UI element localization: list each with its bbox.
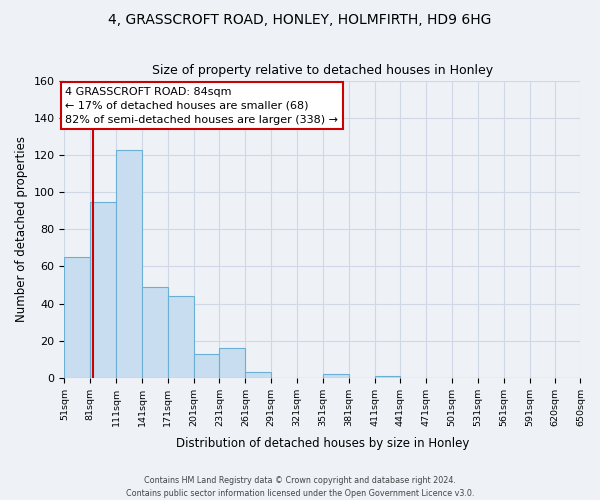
Bar bbox=[168, 296, 194, 378]
Text: Contains HM Land Registry data © Crown copyright and database right 2024.
Contai: Contains HM Land Registry data © Crown c… bbox=[126, 476, 474, 498]
Bar bbox=[323, 374, 349, 378]
X-axis label: Distribution of detached houses by size in Honley: Distribution of detached houses by size … bbox=[176, 437, 469, 450]
Text: 4 GRASSCROFT ROAD: 84sqm
← 17% of detached houses are smaller (68)
82% of semi-d: 4 GRASSCROFT ROAD: 84sqm ← 17% of detach… bbox=[65, 86, 338, 124]
Bar bbox=[245, 372, 271, 378]
Bar bbox=[64, 257, 90, 378]
Bar bbox=[116, 150, 142, 378]
Title: Size of property relative to detached houses in Honley: Size of property relative to detached ho… bbox=[152, 64, 493, 77]
Y-axis label: Number of detached properties: Number of detached properties bbox=[15, 136, 28, 322]
Text: 4, GRASSCROFT ROAD, HONLEY, HOLMFIRTH, HD9 6HG: 4, GRASSCROFT ROAD, HONLEY, HOLMFIRTH, H… bbox=[109, 12, 491, 26]
Bar bbox=[142, 287, 168, 378]
Bar bbox=[90, 202, 116, 378]
Bar bbox=[220, 348, 245, 378]
Bar bbox=[374, 376, 400, 378]
Bar bbox=[194, 354, 220, 378]
